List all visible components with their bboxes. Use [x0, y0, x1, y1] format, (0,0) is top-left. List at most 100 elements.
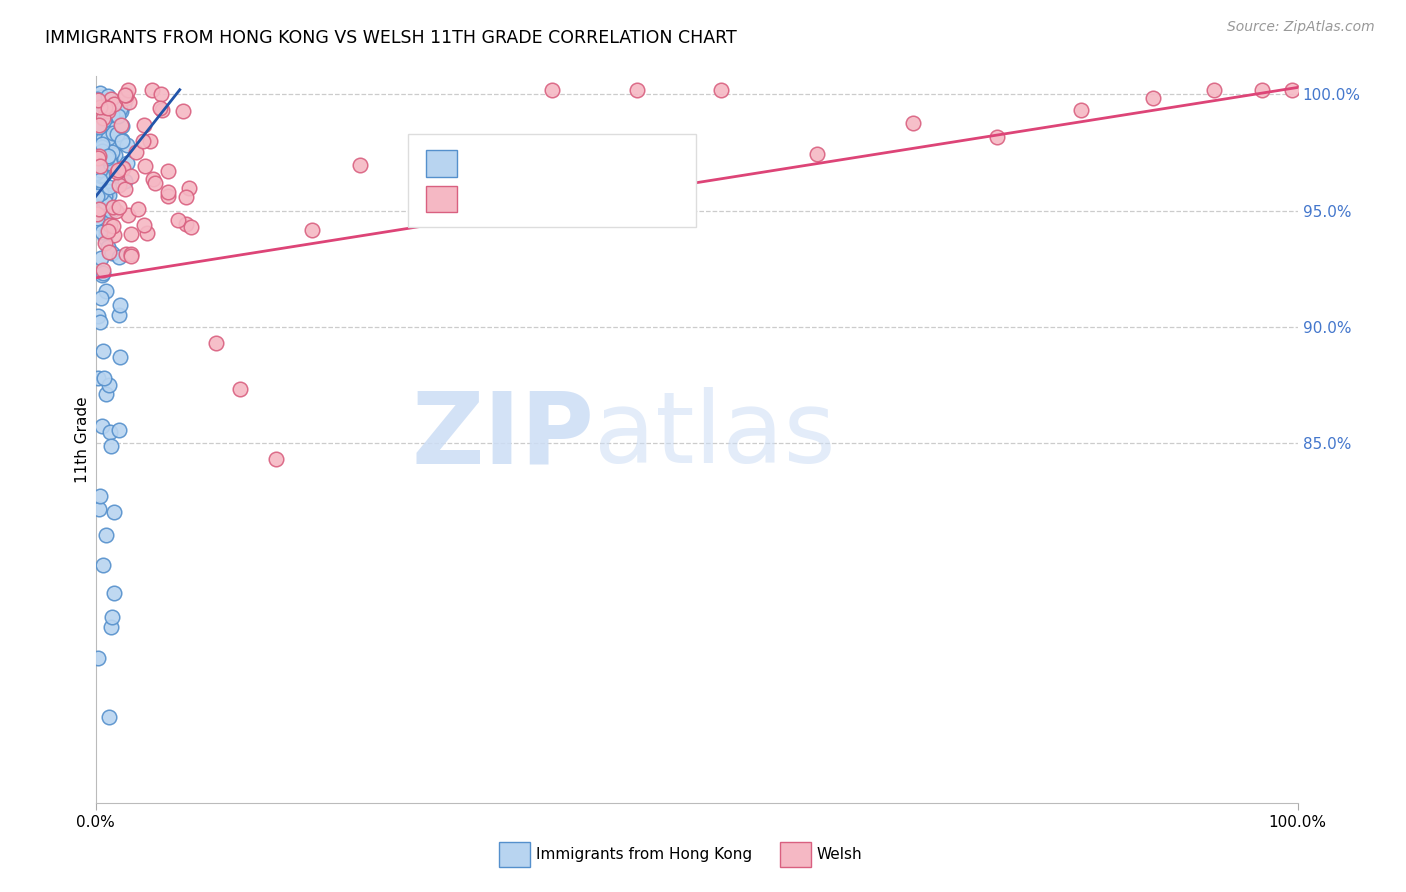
Point — [100, 620, 122, 634]
Point — [118, 95, 141, 109]
Point — [205, 335, 228, 350]
Point — [98, 218, 121, 232]
Point — [94, 284, 117, 298]
Point — [87, 120, 110, 134]
Point — [132, 134, 155, 148]
Point — [142, 172, 165, 186]
Point — [115, 87, 138, 102]
Point — [120, 249, 142, 263]
Point — [98, 153, 121, 167]
Point — [114, 87, 136, 102]
Point — [409, 209, 432, 223]
Point — [93, 157, 115, 171]
Point — [93, 202, 115, 216]
Point — [89, 159, 111, 173]
Point — [94, 205, 117, 219]
Point — [110, 119, 132, 133]
Point — [100, 610, 122, 624]
Text: N =  83: N = 83 — [574, 190, 641, 208]
Point — [115, 156, 138, 170]
Point — [103, 586, 125, 600]
Point — [108, 178, 131, 192]
Point — [86, 165, 108, 179]
Point — [110, 169, 132, 184]
Point — [97, 131, 120, 145]
Point — [103, 505, 125, 519]
Text: R = 0.379: R = 0.379 — [468, 190, 560, 208]
Point — [108, 298, 131, 312]
Point — [93, 371, 115, 385]
Point — [136, 227, 159, 241]
Point — [108, 200, 131, 214]
Point — [87, 149, 110, 163]
Point — [710, 83, 733, 97]
Text: N = 112: N = 112 — [574, 154, 648, 172]
Point — [107, 109, 129, 123]
Point — [111, 161, 134, 176]
Point — [100, 145, 122, 160]
Point — [114, 91, 136, 105]
Point — [901, 116, 924, 130]
Point — [87, 501, 110, 516]
Point — [134, 218, 156, 232]
Point — [264, 452, 287, 467]
Point — [108, 350, 131, 364]
Point — [156, 185, 179, 199]
Point — [94, 189, 117, 203]
Point — [90, 163, 112, 178]
Point — [93, 235, 115, 250]
Point — [97, 101, 120, 115]
Point — [114, 182, 136, 196]
Point — [87, 120, 110, 134]
Point — [97, 180, 120, 194]
Point — [120, 227, 142, 241]
Point — [143, 177, 166, 191]
Point — [97, 104, 120, 119]
Point — [180, 220, 202, 235]
Point — [91, 131, 114, 145]
Point — [94, 225, 117, 239]
Point — [84, 147, 107, 161]
Point — [103, 219, 125, 234]
Point — [101, 107, 124, 121]
Point — [97, 148, 120, 162]
Point — [86, 211, 108, 225]
Point — [115, 247, 138, 261]
Point — [89, 190, 111, 204]
Point — [179, 181, 201, 195]
Point — [89, 216, 111, 230]
Point — [96, 201, 118, 215]
Point — [141, 83, 163, 97]
Point — [89, 162, 111, 177]
Point — [91, 558, 114, 572]
Point — [91, 144, 114, 158]
Point — [110, 119, 132, 133]
Point — [1281, 83, 1303, 97]
Point — [89, 315, 111, 329]
Point — [104, 148, 127, 162]
Point — [96, 151, 118, 165]
Point — [93, 149, 115, 163]
Point — [97, 184, 120, 198]
Point — [94, 231, 117, 245]
Point — [89, 86, 111, 100]
Point — [87, 118, 110, 132]
Point — [91, 155, 114, 169]
Point — [111, 134, 134, 148]
Y-axis label: 11th Grade: 11th Grade — [75, 396, 90, 483]
Point — [108, 308, 131, 322]
Point — [108, 423, 131, 437]
Point — [111, 161, 134, 175]
Point — [103, 228, 125, 243]
Point — [172, 103, 194, 118]
Text: Immigrants from Hong Kong: Immigrants from Hong Kong — [536, 847, 752, 862]
Point — [107, 162, 129, 177]
Point — [96, 387, 118, 401]
Point — [94, 99, 117, 113]
Text: IMMIGRANTS FROM HONG KONG VS WELSH 11TH GRADE CORRELATION CHART: IMMIGRANTS FROM HONG KONG VS WELSH 11TH … — [45, 29, 737, 46]
Point — [90, 118, 112, 132]
Point — [806, 146, 828, 161]
Point — [91, 268, 114, 282]
Point — [117, 83, 139, 97]
Point — [986, 129, 1008, 144]
